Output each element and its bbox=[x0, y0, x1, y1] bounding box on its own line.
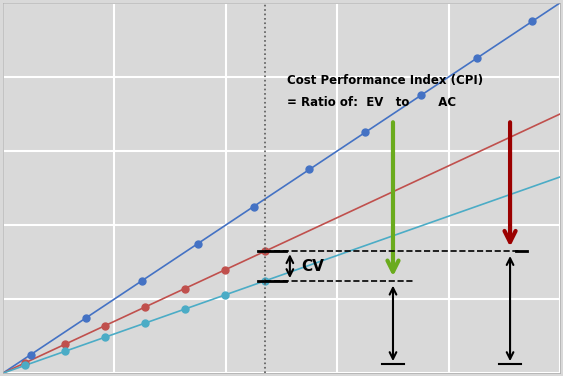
Text: CV: CV bbox=[301, 259, 324, 274]
Text: = Ratio of:  EV   to       AC: = Ratio of: EV to AC bbox=[287, 96, 456, 109]
Text: Cost Performance Index (CPI): Cost Performance Index (CPI) bbox=[287, 74, 483, 87]
